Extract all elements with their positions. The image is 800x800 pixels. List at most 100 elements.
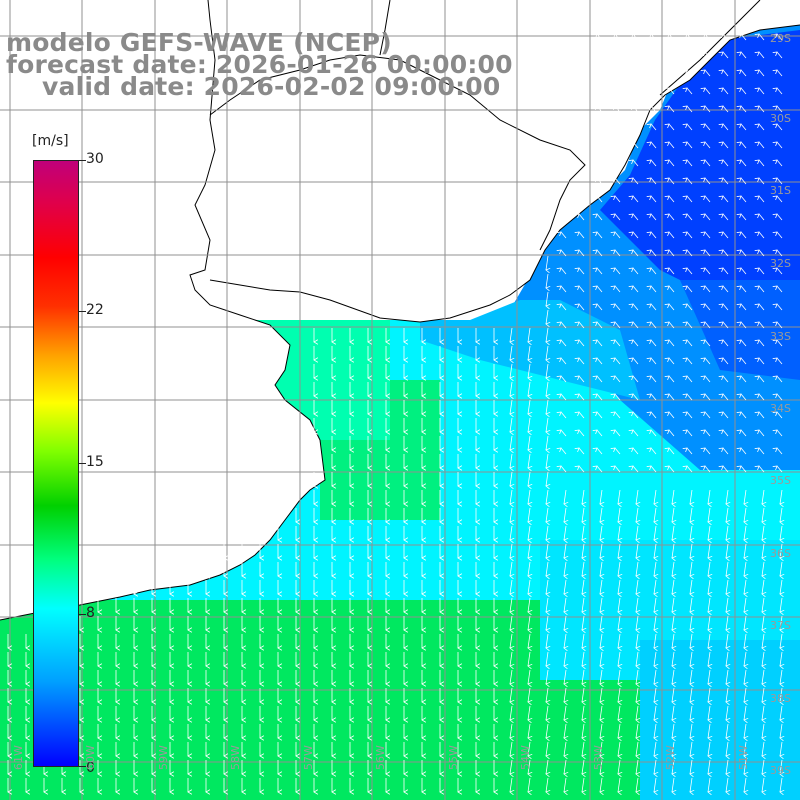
wind-arrow <box>510 507 512 522</box>
wind-arrow <box>672 687 674 702</box>
wind-arrow <box>597 160 603 167</box>
wind-arrow <box>687 376 693 383</box>
wind-arrow <box>579 304 585 311</box>
wind-vectors <box>8 34 782 792</box>
wind-arrow <box>528 669 530 684</box>
wind-arrow <box>618 741 620 756</box>
wind-arrow <box>651 214 657 221</box>
wind-arrow <box>759 376 765 383</box>
wind-arrow <box>723 304 729 311</box>
wind-arrow <box>564 723 566 738</box>
wind-arrow <box>705 250 711 257</box>
wind-arrow <box>708 597 710 612</box>
wind-arrow <box>705 304 711 311</box>
wind-arrow <box>708 543 710 558</box>
wind-arrow <box>528 507 530 522</box>
wind-arrow <box>510 669 512 684</box>
wind-arrow <box>564 525 566 540</box>
wind-arrow <box>726 525 728 540</box>
wind-arrow <box>633 268 639 275</box>
wind-arrow <box>708 633 710 648</box>
wind-arrow <box>579 250 585 257</box>
wind-arrow <box>546 345 548 360</box>
wind-arrow <box>744 507 746 522</box>
wind-arrow <box>636 525 638 540</box>
wind-arrow <box>672 579 674 594</box>
wind-arrow <box>597 142 603 149</box>
wind-arrow <box>672 561 674 576</box>
wind-arrow <box>651 466 657 473</box>
wind-arrow <box>669 286 675 293</box>
wind-arrow <box>690 669 692 684</box>
wind-arrow <box>651 196 657 203</box>
wind-arrow <box>687 430 693 437</box>
wind-arrow <box>633 214 639 221</box>
wind-arrow <box>687 214 693 221</box>
wind-arrow <box>780 597 782 612</box>
wind-arrow <box>579 412 585 419</box>
wind-arrow <box>744 633 746 648</box>
wind-arrow <box>561 340 567 347</box>
wind-arrow <box>618 579 620 594</box>
wind-arrow <box>762 561 764 576</box>
wind-arrow <box>564 759 566 774</box>
wind-arrow <box>780 759 782 774</box>
wind-arrow <box>690 723 692 738</box>
wind-arrow <box>669 124 675 131</box>
wind-arrow <box>744 597 746 612</box>
wind-arrow <box>654 579 656 594</box>
wind-arrow <box>582 543 584 558</box>
wind-arrow <box>597 286 603 293</box>
wind-arrow <box>672 777 674 792</box>
wind-arrow <box>726 651 728 666</box>
wind-arrow <box>762 705 764 720</box>
wind-arrow <box>777 412 783 419</box>
wind-arrow <box>597 394 603 401</box>
wind-arrow <box>651 448 657 455</box>
wind-arrow <box>654 525 656 540</box>
wind-arrow <box>726 741 728 756</box>
wind-arrow <box>636 723 638 738</box>
wind-arrow <box>546 543 548 558</box>
wind-arrow <box>672 741 674 756</box>
wind-arrow <box>636 759 638 774</box>
wind-arrow <box>528 471 530 486</box>
wind-arrow <box>651 52 657 59</box>
wind-arrow <box>723 106 729 113</box>
wind-arrow <box>705 412 711 419</box>
wind-arrow <box>708 651 710 666</box>
wind-arrow <box>687 412 693 419</box>
wind-arrow <box>510 363 512 378</box>
lat-label: 29S <box>770 32 791 45</box>
colorbar-label: 15 <box>86 454 104 470</box>
lon-label: 57W <box>302 745 315 770</box>
wind-arrow <box>615 448 621 455</box>
wind-arrow <box>723 376 729 383</box>
wind-arrow <box>633 466 639 473</box>
wind-arrow <box>528 633 530 648</box>
wind-arrow <box>744 651 746 666</box>
wind-arrow <box>669 232 675 239</box>
wind-arrow <box>636 651 638 666</box>
wind-arrow <box>669 466 675 473</box>
wind-arrow <box>510 489 512 504</box>
wind-arrow <box>528 759 530 774</box>
wind-arrow <box>780 651 782 666</box>
wind-arrow <box>741 160 747 167</box>
wind-arrow <box>528 489 530 504</box>
wind-arrow <box>600 543 602 558</box>
wind-arrow <box>744 615 746 630</box>
wind-arrow <box>615 430 621 437</box>
wind-arrow <box>777 268 783 275</box>
wind-arrow <box>741 358 747 365</box>
wind-arrow <box>741 250 747 257</box>
lat-label: 39S <box>770 764 791 777</box>
wind-arrow <box>687 340 693 347</box>
wind-arrow <box>597 412 603 419</box>
wind-arrow <box>744 777 746 792</box>
lat-label: 32S <box>770 257 791 270</box>
wind-arrow <box>669 358 675 365</box>
wind-arrow <box>708 741 710 756</box>
wind-arrow <box>633 304 639 311</box>
wind-arrow <box>579 430 585 437</box>
